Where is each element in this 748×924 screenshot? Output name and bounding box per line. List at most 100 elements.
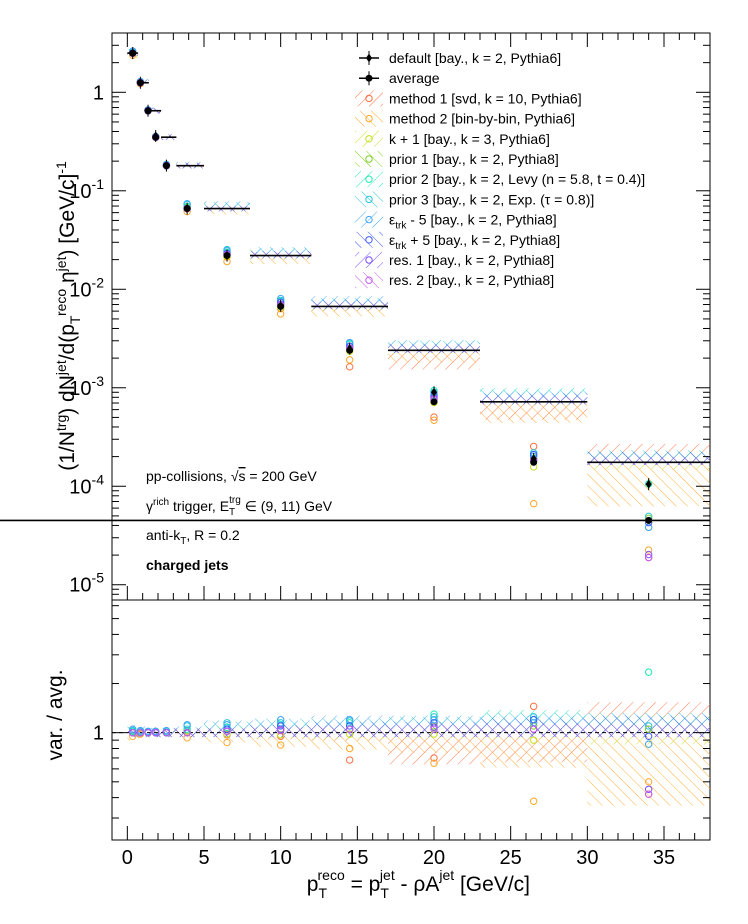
bottom-marker-9-bin-11: [644, 785, 653, 793]
top-marker-2-bin-11: [644, 546, 653, 554]
bottom-x-axis: 0 5 10 15 20 25 30 35: [111, 826, 711, 869]
bottom-marker-1-bin-8: [345, 756, 354, 764]
bottom-marker-10-bin-2: [144, 728, 152, 737]
bottom-marker-1-bin-10: [529, 702, 538, 711]
bottom-marker-2-bin-11: [644, 778, 653, 786]
top-marker-1-bin-10: [529, 442, 538, 451]
legend-marker-3: [365, 135, 373, 143]
legend-label: res. 2 [bay., k = 2, Pythia8]: [389, 272, 554, 288]
top-ytick-label: 10-3: [69, 373, 104, 400]
bottom-marker-10-bin-0: [129, 728, 137, 737]
bottom-xtick-label: 30: [576, 847, 598, 869]
legend-marker-9: [365, 256, 373, 264]
legend-label: default [bay., k = 2, Pythia6]: [389, 50, 561, 66]
legend-marker-6: [365, 195, 373, 204]
bottom-marker-7-bin-9: [430, 716, 438, 724]
top-band-10-bin-8: [388, 345, 480, 353]
bottom-y-axis-title: var. / avg.: [44, 669, 67, 760]
bottom-marker-1-bin-9: [430, 754, 438, 762]
legend-label: prior 1 [bay., k = 2, Pythia8]: [389, 151, 559, 167]
bottom-marker-2-bin-0: [129, 732, 137, 741]
bottom-xtick-label: 5: [198, 847, 209, 869]
legend-hatch-6: [355, 191, 383, 208]
bottom-marker-7-bin-5: [183, 720, 191, 729]
bottom-marker-2-bin-10: [529, 797, 538, 805]
top-marker-10-bin-11: [644, 553, 653, 562]
top-marker-2-bin-9: [430, 416, 438, 424]
average-point-bin-9: [430, 398, 438, 406]
legend-label: prior 2 [bay., k = 2, Levy (n = 5.8, t =…: [389, 171, 645, 187]
annotation-collision-system: pp-collisions, √s = 200 GeV: [146, 468, 317, 484]
legend-label: average: [389, 70, 440, 86]
average-point-bin-11: [645, 516, 653, 524]
default-point-bin-4: [163, 161, 170, 171]
bottom-ytick-label: 1: [93, 723, 104, 745]
bottom-xtick-label: 20: [423, 847, 445, 869]
top-ytick-label: 10-1: [69, 176, 104, 203]
bottom-marker-10-bin-3: [152, 728, 160, 737]
legend-hatch-9: [355, 252, 383, 268]
legend-marker-1: [365, 94, 373, 103]
bottom-marker-5-bin-9: [430, 710, 438, 718]
bottom-xtick-label: 10: [270, 847, 292, 869]
bottom-marker-10-bin-5: [183, 728, 191, 737]
bottom-marker-8-bin-7: [276, 722, 285, 730]
top-marker-2-bin-10: [529, 500, 538, 508]
top-marker-9-bin-11: [644, 550, 653, 559]
bottom-marker-7-bin-1: [136, 726, 145, 735]
bottom-marker-10-bin-10: [529, 725, 538, 733]
bottom-marker-8-bin-8: [345, 722, 354, 730]
bottom-marker-7-bin-11: [644, 740, 653, 748]
bottom-band-10-bin-7: [311, 726, 388, 738]
top-ytick-label: 10-5: [69, 570, 104, 597]
bottom-marker-10-bin-4: [162, 728, 171, 737]
default-point-bin-9: [431, 387, 437, 397]
bottom-marker-8-bin-11: [644, 732, 653, 741]
legend-hatch-3: [355, 130, 383, 147]
bottom-marker-2-bin-7: [276, 741, 285, 749]
legend-hatch-2: [355, 110, 383, 127]
bottom-ratio-markers: [129, 668, 653, 805]
legend-default-marker: [366, 53, 372, 63]
bottom-marker-2-bin-8: [345, 744, 354, 753]
top-panel: 10-5 10-4 10-3 10-2 10-1 1 (1/Ntrg) dNjet/d(p…: [0, 32, 711, 601]
legend-label: εtrk + 5 [bay., k = 2, Pythia8]: [389, 232, 560, 252]
legend-label: method 2 [bin-by-bin, Pythia6]: [389, 111, 575, 127]
bottom-xtick-label: 25: [500, 847, 522, 869]
top-default-points: [129, 47, 652, 491]
top-band-10-bin-10: [587, 457, 710, 465]
x-axis-title: pTreco = pTjet - ρAjet [GeV/c]: [307, 867, 530, 901]
bottom-band-10-bin-10: [587, 725, 710, 738]
legend-label: method 1 [svd, k = 10, Pythia6]: [389, 90, 582, 106]
bottom-marker-10-bin-1: [136, 728, 145, 737]
bottom-band-10-bin-9: [480, 725, 588, 738]
top-band-10-bin-9: [480, 397, 588, 405]
bottom-xtick-label: 35: [653, 847, 675, 869]
legend-hatch-5: [355, 171, 383, 188]
default-point-bin-5: [184, 204, 191, 214]
legend-hatch-10: [355, 272, 383, 289]
bottom-marker-2-bin-5: [183, 734, 191, 742]
legend-marker-7: [365, 215, 373, 224]
bottom-marker-4-bin-11: [644, 725, 653, 733]
bottom-marker-10-bin-7: [276, 726, 285, 735]
top-ytick-label: 1: [93, 82, 104, 104]
bottom-marker-7-bin-4: [162, 726, 171, 735]
top-x-ticks: [111, 33, 711, 600]
legend-label: k + 1 [bay., k = 3, Pythia6]: [389, 131, 550, 147]
annotation-charged-jets: charged jets: [146, 557, 229, 573]
legend-marker-10: [365, 276, 373, 284]
bottom-marker-6-bin-11: [644, 722, 653, 730]
bottom-ratio-bands: [127, 702, 710, 806]
bottom-marker-2-bin-9: [430, 759, 438, 767]
top-ytick-label: 10-2: [69, 274, 104, 301]
top-y-axis: 10-5 10-4 10-3 10-2 10-1 1: [69, 32, 710, 601]
bottom-y-axis: 1: [93, 605, 710, 819]
bottom-marker-10-bin-6: [223, 727, 231, 735]
bottom-marker-3-bin-8: [345, 730, 354, 738]
bottom-marker-10-bin-8: [345, 725, 354, 733]
default-point-bin-3: [152, 131, 159, 141]
legend-hatch-7: [355, 211, 383, 228]
bottom-marker-8-bin-6: [223, 725, 231, 733]
